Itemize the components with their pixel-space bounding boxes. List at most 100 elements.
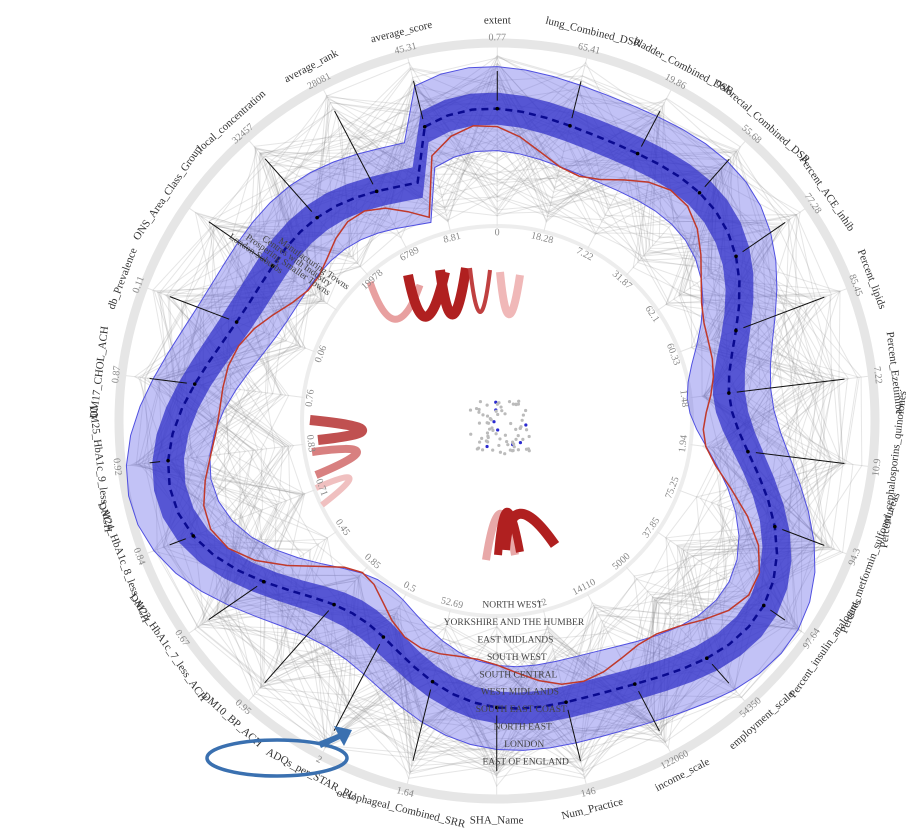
scatter-dot bbox=[509, 421, 513, 426]
axis-min: 60.33 bbox=[664, 342, 682, 367]
leader-line bbox=[638, 690, 660, 732]
sha-category: WEST MIDLANDS bbox=[481, 688, 559, 698]
axis-max: 1.64 bbox=[395, 785, 415, 800]
scatter-dot bbox=[512, 445, 516, 449]
scatter-dot bbox=[480, 436, 484, 440]
axis-name: SHA_Name bbox=[470, 815, 524, 827]
scatter-dot bbox=[516, 402, 521, 406]
median-dot bbox=[234, 320, 239, 324]
scatter-dot bbox=[514, 437, 518, 441]
background-line bbox=[185, 156, 860, 706]
scatter-dot bbox=[516, 448, 520, 452]
leader-line bbox=[743, 296, 825, 329]
hist-arc bbox=[314, 474, 353, 508]
leader-line bbox=[755, 452, 845, 464]
background-line bbox=[141, 62, 789, 749]
axis-max: 65.41 bbox=[577, 41, 601, 57]
leader-line bbox=[640, 110, 661, 147]
scatter-dot bbox=[494, 432, 498, 436]
scatter-dot bbox=[475, 447, 479, 451]
axis-name: Num_Practice bbox=[560, 796, 624, 823]
axis-min: 0.76 bbox=[304, 389, 317, 408]
median-dot bbox=[422, 124, 427, 129]
axis-min: 1.48 bbox=[677, 389, 690, 408]
scatter-dot bbox=[514, 427, 518, 431]
background-line bbox=[158, 68, 826, 688]
scatter-dot bbox=[486, 434, 490, 438]
median-dot bbox=[270, 264, 275, 268]
leader-line bbox=[333, 643, 381, 732]
scatter-dot bbox=[500, 409, 504, 413]
scatter-dot bbox=[478, 440, 482, 444]
outer-ring bbox=[114, 38, 880, 804]
scatter-dot bbox=[498, 450, 503, 454]
sha-category: NORTH WEST bbox=[482, 601, 542, 611]
scatter-dot bbox=[485, 414, 490, 418]
scatter-dot bbox=[524, 408, 528, 413]
median-dot bbox=[192, 382, 197, 386]
scatter-dot bbox=[491, 448, 495, 452]
background-line bbox=[144, 94, 802, 716]
axis-name: employment_scale bbox=[727, 688, 797, 752]
sha-category: SOUTH WEST bbox=[487, 653, 547, 663]
leader-line bbox=[413, 80, 424, 120]
hist-arc bbox=[435, 267, 471, 320]
scatter-dot bbox=[497, 443, 501, 448]
scatter-dot bbox=[521, 437, 525, 442]
axis-name: DM17_CHOL_ACH bbox=[88, 326, 111, 420]
median-dot bbox=[381, 635, 386, 639]
axis-max: 7.22 bbox=[871, 366, 884, 385]
axis-max: 146 bbox=[580, 786, 597, 800]
sha-category: YORKSHIRE AND THE HUMBER bbox=[444, 618, 585, 628]
background-line bbox=[199, 64, 850, 779]
leader-line bbox=[149, 461, 161, 464]
scatter-dot bbox=[511, 402, 515, 406]
scatter-dot bbox=[518, 441, 523, 445]
median-dot bbox=[374, 189, 379, 194]
median-dot bbox=[166, 458, 170, 463]
scatter-dot bbox=[474, 406, 479, 411]
axis-max: 10.9 bbox=[870, 458, 883, 477]
axis-max: 0.77 bbox=[489, 32, 507, 43]
axis-max: 2 bbox=[314, 754, 324, 766]
scatter-dot bbox=[498, 437, 502, 441]
scatter-dot bbox=[503, 412, 507, 416]
scatter-dot bbox=[519, 425, 523, 429]
leader-line bbox=[736, 378, 845, 393]
scatter-dot bbox=[507, 400, 512, 404]
axis-min: 1.94 bbox=[677, 434, 690, 453]
median-dot bbox=[727, 391, 731, 395]
highlight-arrow bbox=[318, 726, 352, 748]
median-dot bbox=[315, 215, 319, 220]
scatter-dot bbox=[494, 409, 498, 413]
scatter-dot bbox=[491, 428, 495, 432]
median-dot bbox=[761, 603, 766, 608]
leader-line bbox=[782, 529, 825, 546]
background-line bbox=[137, 108, 863, 767]
axis-min: 0.85 bbox=[362, 552, 382, 572]
axis-min: 0.83 bbox=[304, 434, 317, 453]
hist-arc bbox=[309, 415, 367, 445]
background-line bbox=[155, 98, 817, 778]
scatter-dot bbox=[527, 434, 531, 439]
axis-name: extent bbox=[484, 15, 511, 27]
leader-line bbox=[567, 709, 581, 762]
axis-name: local_concentration bbox=[195, 87, 268, 154]
center-histograms bbox=[309, 267, 560, 561]
scatter-dot bbox=[477, 421, 482, 425]
scatter-dot bbox=[505, 439, 509, 444]
sha-category: EAST OF ENGLAND bbox=[482, 757, 569, 767]
axis-max: 0.87 bbox=[110, 365, 123, 384]
scatter-dot bbox=[499, 405, 503, 409]
scatter-dot bbox=[524, 447, 529, 451]
axis-min: 62.1 bbox=[642, 304, 661, 325]
leader-line bbox=[169, 296, 230, 320]
leader-line bbox=[208, 221, 267, 262]
background-line bbox=[154, 67, 801, 779]
axis-name: average_score bbox=[369, 19, 433, 46]
median-dot bbox=[697, 190, 702, 195]
leader-line bbox=[264, 610, 330, 684]
background-line bbox=[207, 122, 806, 773]
leader-line bbox=[149, 378, 187, 384]
median-dot bbox=[495, 106, 500, 111]
